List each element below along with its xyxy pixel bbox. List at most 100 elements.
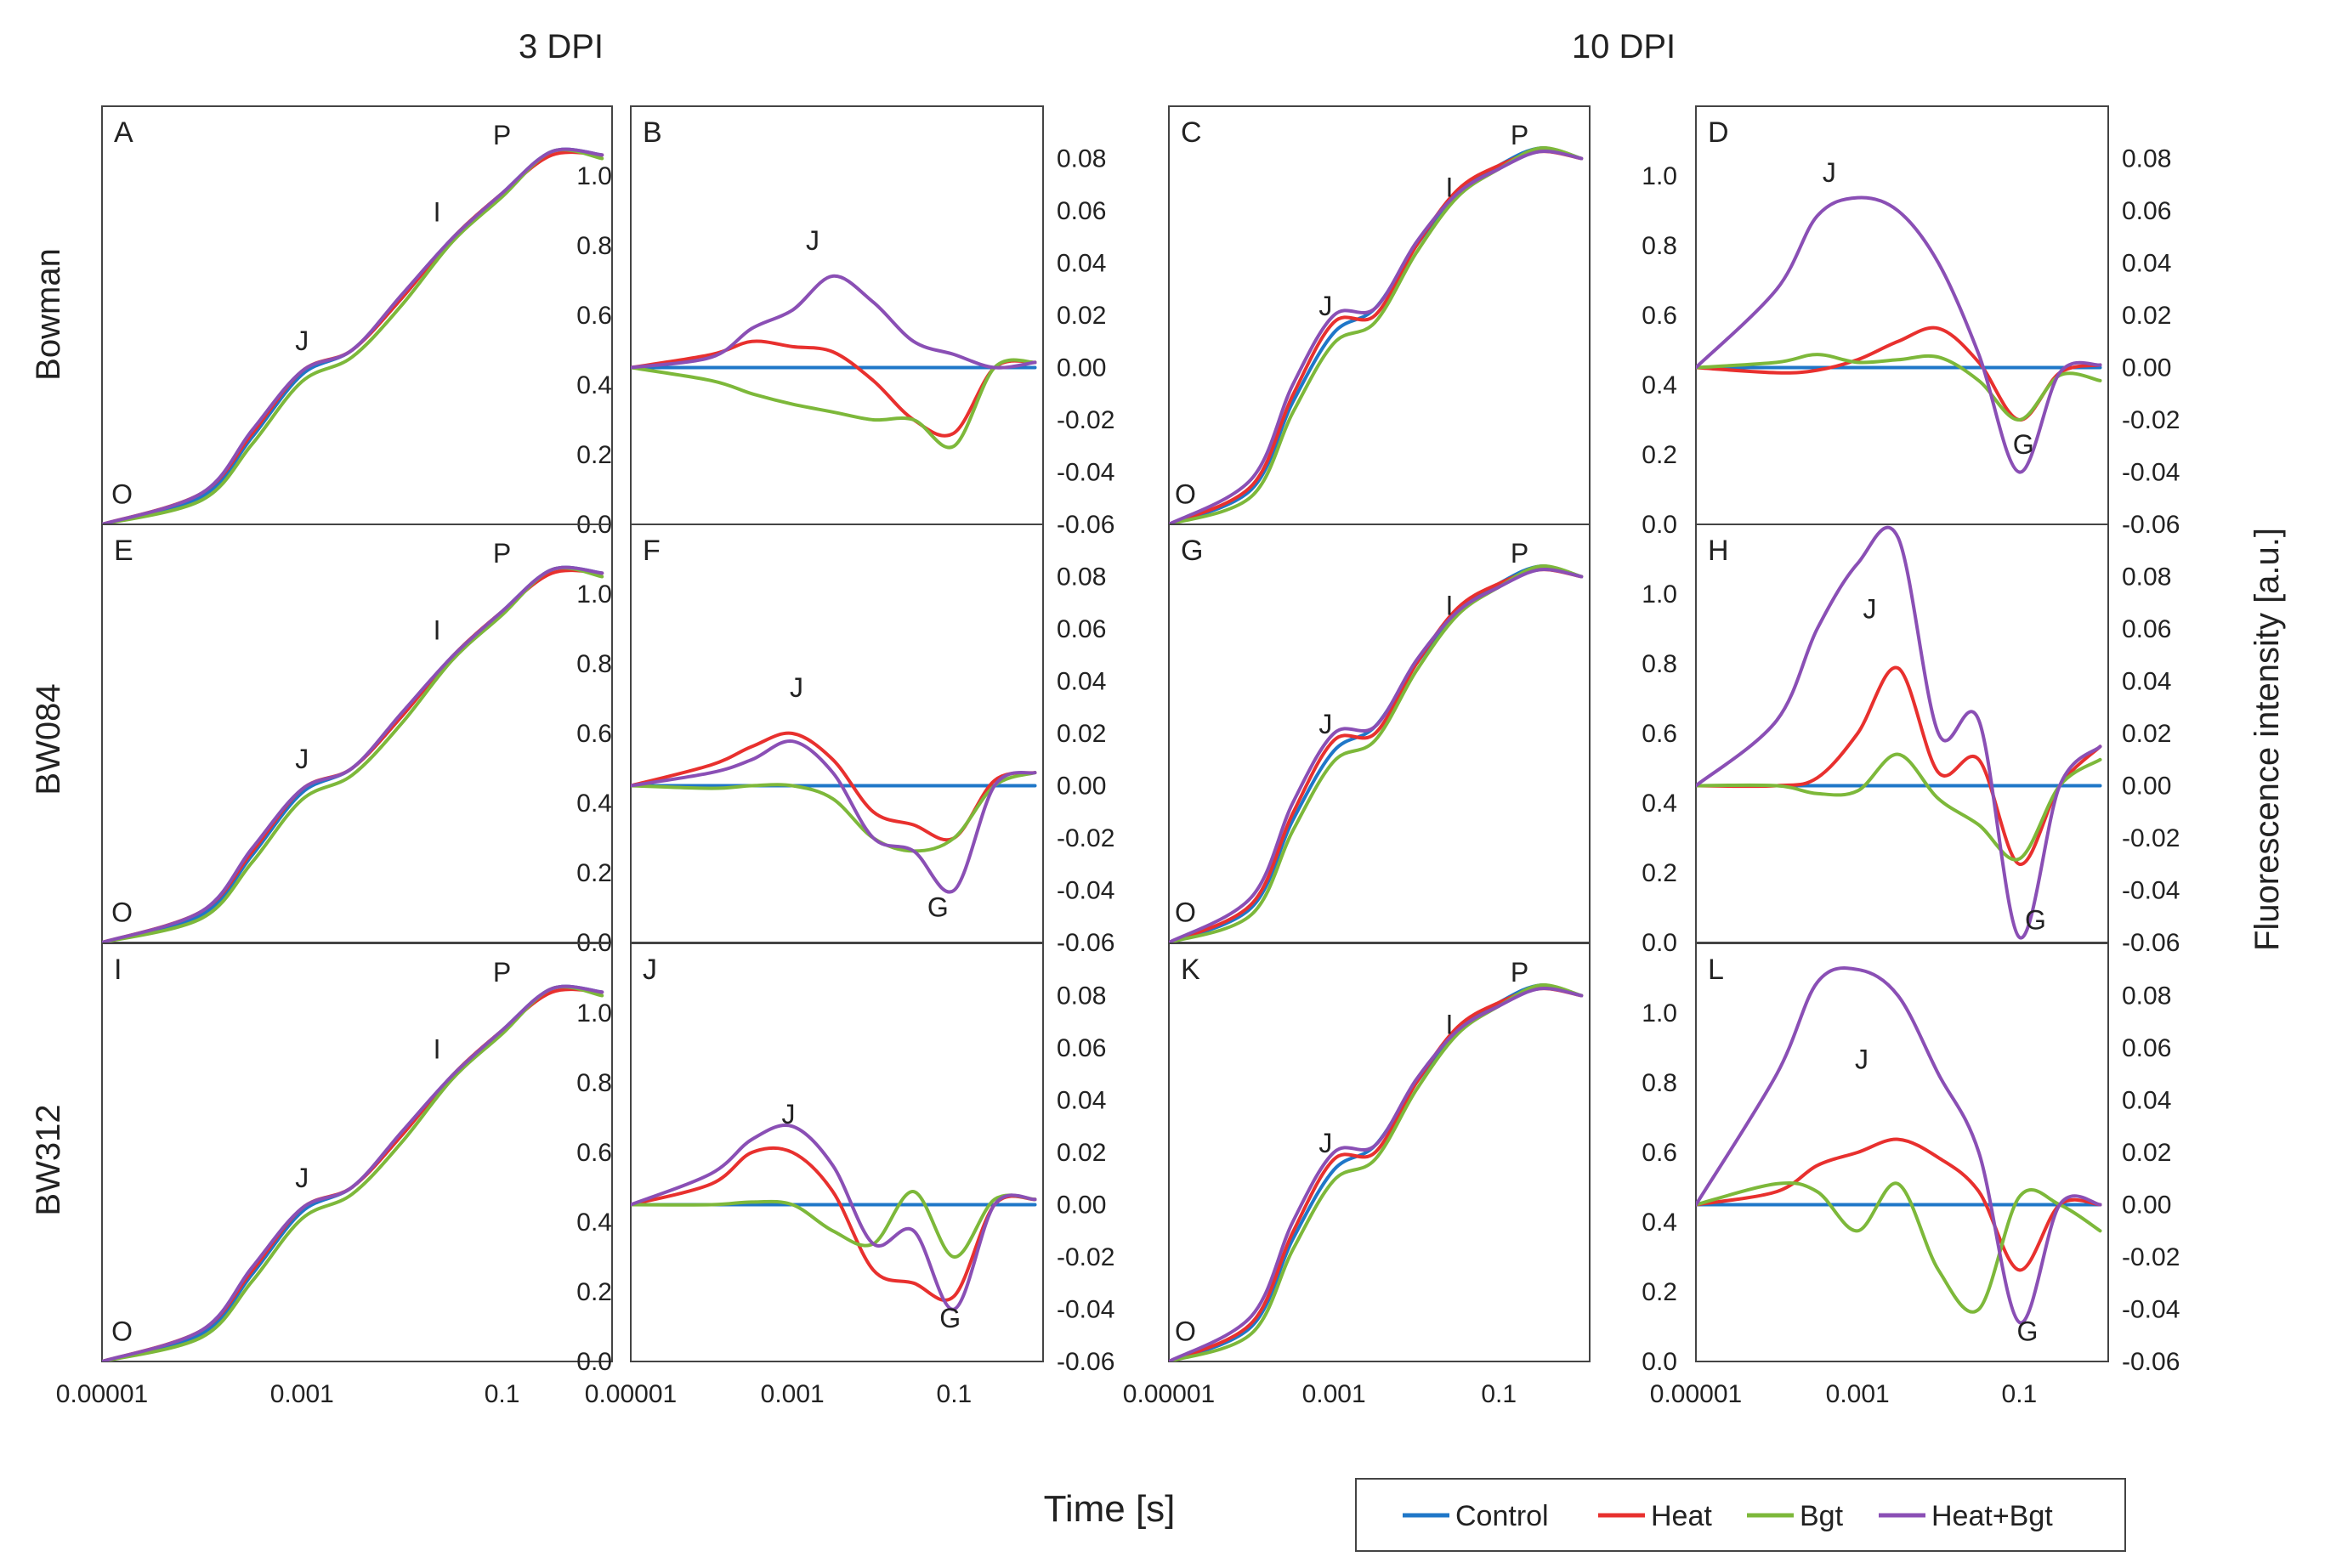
feature-label-o-e: O: [111, 897, 133, 927]
y-tick-diff-h--0.04: -0.04: [2122, 877, 2180, 905]
feature-label-j-f: J: [790, 672, 803, 703]
series-bgt-a: [102, 148, 604, 524]
panel-d-frame: [1695, 105, 2109, 525]
feature-label-o-i: O: [111, 1316, 133, 1346]
panel-d-letter: D: [1708, 116, 1729, 149]
panel-d: D J G 0.0 0.2 0.4 0.6 0.8 1.0 -0.06 -0.04 -0.02 0.00…: [1642, 105, 2180, 539]
y-tick-diff-b--0.06: -0.06: [1057, 511, 1114, 539]
panel-h-letter: H: [1708, 535, 1729, 567]
series-heat-bgt-g: [1169, 568, 1584, 942]
feature-label-i-g: I: [1446, 591, 1454, 621]
legend: Control Heat Bgt Heat+Bgt: [1355, 1478, 2126, 1552]
y-tick-curve-h-0.6: 0.6: [1642, 720, 1677, 748]
y-tick-curve-d-0.2: 0.2: [1642, 441, 1677, 469]
y-tick-diff-l--0.06: -0.06: [2122, 1348, 2180, 1376]
series-heat-bgt-i: [102, 984, 604, 1361]
panel-i-letter: I: [114, 954, 122, 986]
feature-label-j-g: J: [1318, 709, 1332, 739]
series-bgt-d: [1696, 353, 2102, 422]
y-tick-diff-b--0.02: -0.02: [1057, 406, 1114, 434]
panel-k-letter: K: [1181, 954, 1200, 986]
feature-label-j-e: J: [295, 744, 309, 774]
y-tick-curve-f-1.0: 1.0: [576, 580, 612, 609]
x-tick-i-0.001: 0.001: [270, 1380, 334, 1408]
x-tick-l-0.00001: 0.00001: [1650, 1380, 1742, 1408]
panel-b-letter: B: [643, 116, 662, 149]
y-tick-diff-d-0.00: 0.00: [2122, 354, 2171, 382]
y-tick-diff-d-0.02: 0.02: [2122, 302, 2171, 330]
y-tick-diff-l-0.04: 0.04: [2122, 1087, 2171, 1115]
panel-b-frame: [630, 105, 1044, 525]
x-tick-k-0.001: 0.001: [1302, 1380, 1366, 1408]
series-bgt-b: [631, 358, 1037, 450]
row-label-bw312: BW312: [30, 1104, 67, 1215]
feature-label-o-k: O: [1175, 1316, 1196, 1346]
y-tick-diff-f-0.08: 0.08: [1057, 563, 1106, 592]
y-tick-diff-h--0.06: -0.06: [2122, 929, 2180, 957]
y-tick-curve-b-0.4: 0.4: [576, 371, 612, 399]
feature-label-o-c: O: [1175, 478, 1196, 509]
panel-k: K O J I P 0.00001 0.001 0.1: [1123, 942, 1591, 1408]
x-tick-k-0.00001: 0.00001: [1123, 1380, 1215, 1408]
panel-j-frame: [630, 942, 1044, 1362]
y-tick-diff-j-0.08: 0.08: [1057, 982, 1106, 1010]
feature-label-o-a: O: [111, 478, 133, 509]
y-tick-curve-f-0.8: 0.8: [576, 650, 612, 678]
column-title-3dpi: 3 DPI: [519, 28, 604, 65]
x-axis-title: Time [s]: [1044, 1488, 1176, 1530]
y-tick-curve-d-0.4: 0.4: [1642, 371, 1677, 399]
feature-label-j-k: J: [1318, 1128, 1332, 1158]
y-tick-curve-j-0.4: 0.4: [576, 1209, 612, 1237]
y-tick-curve-h-1.0: 1.0: [1642, 580, 1677, 609]
series-control-i: [102, 984, 604, 1361]
y-tick-curve-f-0.6: 0.6: [576, 720, 612, 748]
panel-j-letter: J: [643, 954, 657, 986]
feature-label-p-c: P: [1511, 120, 1528, 150]
panel-k-frame: [1168, 942, 1591, 1362]
feature-label-j-d: J: [1823, 157, 1836, 188]
series-heat-k: [1169, 987, 1584, 1361]
feature-label-i-e: I: [434, 614, 441, 645]
x-tick-l-0.1: 0.1: [2002, 1380, 2038, 1408]
y-tick-curve-l-0.8: 0.8: [1642, 1069, 1677, 1097]
panel-a-letter: A: [114, 116, 133, 149]
series-control-a: [102, 147, 604, 524]
y-tick-curve-j-0.2: 0.2: [576, 1278, 612, 1306]
y-tick-diff-j--0.04: -0.04: [1057, 1296, 1114, 1324]
series-heat-bgt-b: [631, 274, 1037, 370]
y-tick-diff-h-0.06: 0.06: [2122, 615, 2171, 643]
y-tick-diff-j-0.04: 0.04: [1057, 1087, 1106, 1115]
panel-e: E O J I P: [101, 524, 613, 943]
legend-label-heat: Heat: [1651, 1500, 1712, 1532]
y-tick-diff-d-0.06: 0.06: [2122, 197, 2171, 225]
y-tick-curve-b-0.8: 0.8: [576, 232, 612, 260]
panel-a-frame: [101, 105, 613, 525]
feature-label-g-f: G: [927, 892, 949, 922]
y-tick-diff-b-0.08: 0.08: [1057, 145, 1106, 173]
feature-label-o-g: O: [1175, 897, 1196, 927]
y-tick-diff-b--0.04: -0.04: [1057, 459, 1114, 487]
panel-f-letter: F: [643, 535, 661, 567]
feature-label-g-d: G: [2013, 429, 2034, 460]
x-tick-j-0.1: 0.1: [937, 1380, 973, 1408]
series-heat-bgt-h: [1696, 525, 2102, 940]
y-tick-curve-h-0.0: 0.0: [1642, 929, 1677, 957]
y-tick-curve-l-0.6: 0.6: [1642, 1139, 1677, 1167]
series-bgt-c: [1169, 146, 1584, 524]
y-tick-curve-d-0.6: 0.6: [1642, 302, 1677, 330]
feature-label-j-a: J: [295, 325, 309, 356]
y-tick-diff-f-0.02: 0.02: [1057, 720, 1106, 748]
y-tick-curve-j-0.8: 0.8: [576, 1069, 612, 1097]
y-tick-diff-j--0.02: -0.02: [1057, 1243, 1114, 1271]
feature-label-g-h: G: [2025, 905, 2046, 936]
y-tick-diff-h-0.00: 0.00: [2122, 773, 2171, 801]
series-heat-bgt-a: [102, 147, 604, 524]
series-heat-d: [1696, 325, 2102, 422]
y-tick-curve-h-0.2: 0.2: [1642, 859, 1677, 887]
y-tick-diff-f--0.02: -0.02: [1057, 824, 1114, 852]
y-tick-diff-j-0.06: 0.06: [1057, 1034, 1106, 1062]
feature-label-j-l: J: [1855, 1044, 1869, 1075]
column-title-10dpi: 10 DPI: [1572, 28, 1676, 65]
y-tick-diff-l--0.02: -0.02: [2122, 1243, 2180, 1271]
feature-label-i-i: I: [434, 1033, 441, 1064]
